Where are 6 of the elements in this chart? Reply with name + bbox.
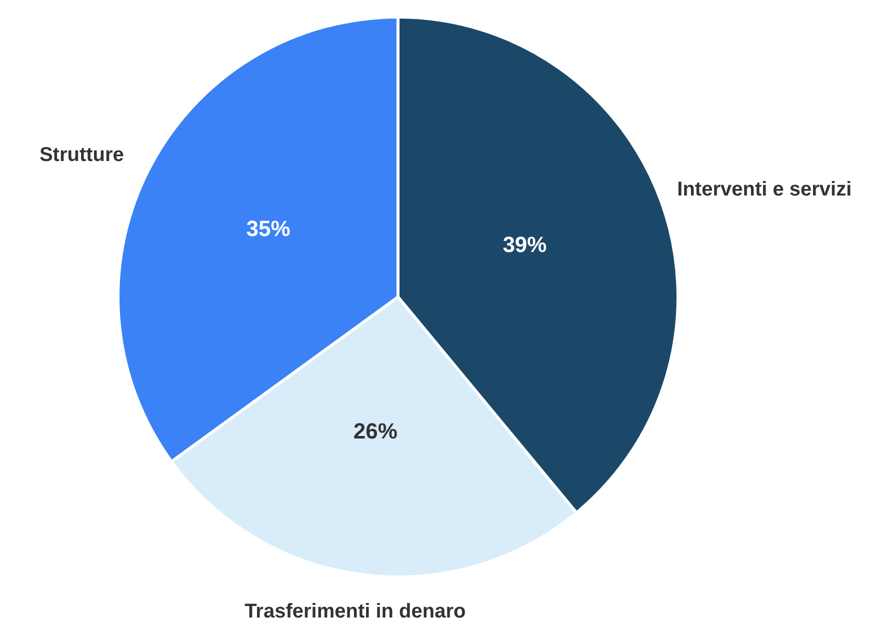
data-label: 35%: [246, 216, 290, 241]
slice-label: Trasferimenti in denaro: [244, 600, 466, 623]
slice-label: Interventi e servizi: [677, 178, 852, 201]
slice-label: Strutture: [39, 144, 124, 166]
data-label: 26%: [353, 418, 398, 444]
data-label: 39%: [502, 232, 547, 258]
